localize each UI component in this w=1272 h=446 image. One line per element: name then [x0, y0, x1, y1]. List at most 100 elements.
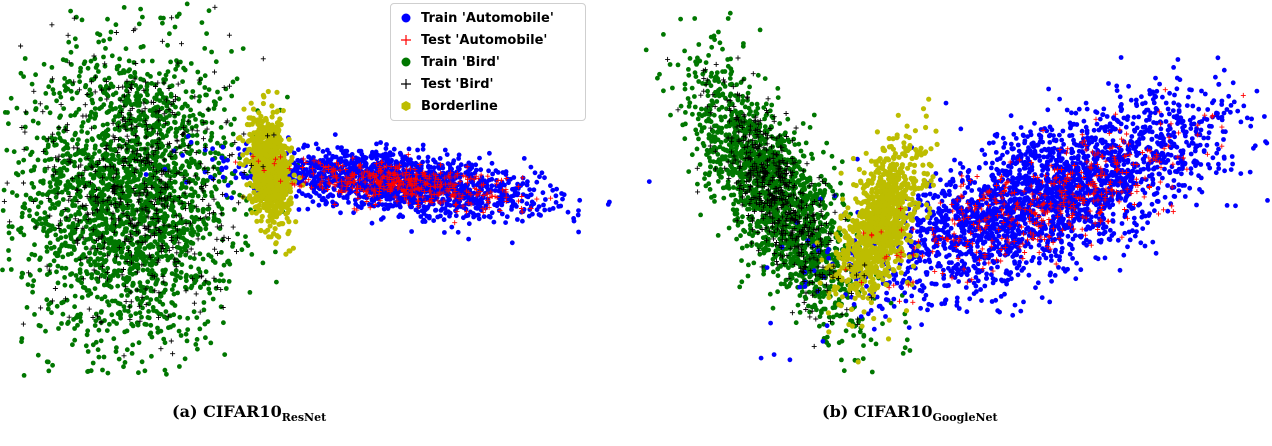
data-point — [167, 254, 173, 260]
data-point — [138, 288, 144, 293]
data-point — [57, 247, 62, 252]
data-point — [166, 127, 172, 133]
data-point — [541, 202, 546, 208]
data-point — [24, 305, 30, 310]
data-point — [90, 360, 96, 366]
data-point — [99, 296, 105, 302]
data-point — [34, 135, 40, 141]
data-point — [209, 130, 215, 136]
data-point — [29, 181, 35, 186]
data-point — [59, 265, 65, 271]
data-point — [479, 196, 485, 202]
data-point — [274, 89, 280, 95]
data-point — [25, 282, 31, 287]
data-point — [162, 367, 168, 373]
data-point — [442, 230, 447, 235]
data-point — [118, 214, 124, 220]
data-point — [184, 278, 189, 284]
data-point — [117, 70, 122, 76]
data-point — [431, 218, 437, 224]
data-point — [235, 231, 241, 237]
data-point — [85, 65, 91, 71]
data-point — [72, 112, 78, 118]
data-point — [162, 227, 168, 233]
data-point — [62, 228, 67, 234]
data-point — [126, 155, 132, 161]
data-point — [173, 268, 179, 273]
data-point — [172, 74, 177, 79]
data-point — [70, 342, 75, 348]
data-point — [132, 216, 137, 222]
data-point — [209, 190, 214, 195]
data-point — [216, 219, 222, 224]
data-point — [202, 321, 208, 327]
data-point — [515, 217, 520, 222]
data-point — [140, 58, 146, 64]
data-point — [219, 155, 225, 161]
data-point — [72, 246, 77, 252]
data-point — [92, 286, 98, 291]
data-point — [177, 212, 182, 218]
data-point — [178, 165, 184, 171]
data-point — [75, 179, 81, 185]
data-point — [66, 39, 72, 45]
data-point — [112, 268, 117, 274]
data-point — [122, 308, 128, 313]
data-point — [112, 147, 118, 152]
data-point — [212, 69, 217, 75]
data-point — [163, 72, 169, 78]
data-point — [34, 211, 40, 217]
data-point — [165, 166, 171, 172]
data-point — [190, 133, 196, 139]
data-point — [91, 202, 97, 208]
data-point — [192, 251, 198, 257]
data-point — [489, 176, 495, 182]
data-point — [57, 166, 63, 172]
data-point — [206, 286, 212, 292]
data-point — [284, 161, 290, 167]
data-point — [369, 196, 375, 202]
data-point — [283, 211, 289, 217]
data-point — [64, 167, 70, 173]
data-point — [64, 151, 69, 157]
data-point — [225, 157, 231, 163]
data-point — [274, 109, 280, 115]
data-point — [162, 157, 168, 163]
data-point — [509, 240, 515, 246]
data-point — [157, 162, 162, 168]
data-point — [248, 100, 254, 106]
data-point — [210, 146, 216, 152]
data-point — [476, 212, 481, 218]
data-point — [172, 179, 178, 185]
data-point — [251, 168, 257, 175]
data-point — [280, 168, 286, 174]
data-point — [1, 187, 7, 193]
data-point — [36, 190, 42, 196]
data-point — [42, 210, 48, 216]
data-point — [274, 139, 280, 145]
data-point — [209, 193, 215, 199]
data-point — [116, 113, 121, 119]
data-point — [7, 219, 13, 225]
data-point — [9, 236, 15, 241]
data-point — [170, 220, 176, 225]
data-point — [161, 95, 167, 100]
data-point — [14, 105, 20, 111]
scatter-plot-a — [0, 1, 652, 378]
data-point — [60, 197, 66, 202]
data-point — [16, 227, 21, 233]
data-point — [47, 262, 53, 268]
data-point — [47, 110, 53, 116]
data-point — [82, 215, 88, 220]
data-point — [182, 247, 188, 253]
data-point — [223, 192, 229, 198]
data-point — [219, 250, 224, 255]
data-point — [576, 229, 581, 235]
data-point — [142, 321, 148, 327]
data-point — [96, 186, 102, 192]
data-point — [294, 164, 299, 170]
data-point — [252, 175, 258, 181]
data-point — [201, 179, 207, 185]
data-point — [78, 261, 84, 267]
data-point — [111, 319, 116, 324]
